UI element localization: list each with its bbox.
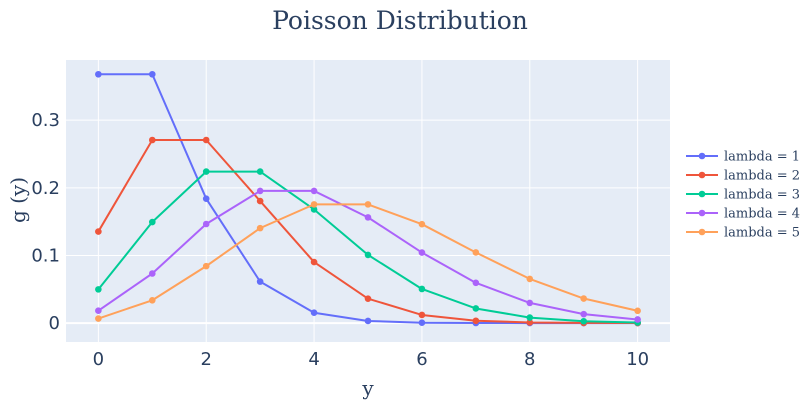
data-point (202, 136, 210, 144)
data-point (472, 279, 480, 287)
y-tick-label: 0.3 (31, 110, 60, 131)
x-tick-label: 6 (416, 349, 427, 370)
legend-label: lambda = 4 (724, 207, 800, 222)
legend[interactable]: lambda = 1 lambda = 2 lambda = 3 lambda = 4… (686, 150, 800, 241)
legend-item-4[interactable]: lambda = 4 (686, 207, 800, 222)
data-point (148, 270, 156, 277)
data-point (580, 317, 588, 325)
data-point (256, 187, 264, 195)
data-point (256, 168, 264, 175)
y-tick-label: 0 (49, 313, 60, 334)
data-point (148, 296, 156, 304)
legend-label: lambda = 3 (724, 188, 800, 203)
data-point (418, 311, 426, 319)
data-point (256, 278, 264, 285)
legend-marker (698, 152, 706, 160)
data-point (472, 249, 480, 256)
legend-label: lambda = 2 (724, 169, 800, 184)
data-point (95, 70, 102, 78)
data-point (526, 275, 534, 283)
legend-item-1[interactable]: lambda = 1 (686, 150, 800, 165)
x-tick-label: 4 (308, 349, 319, 370)
x-axis-ticks: 0 2 4 6 8 10 (93, 349, 649, 370)
data-point (310, 201, 318, 208)
data-point (310, 187, 318, 195)
data-point (148, 136, 156, 144)
data-point (418, 285, 426, 293)
data-point (526, 299, 534, 307)
data-point (256, 224, 264, 232)
legend-marker (698, 228, 706, 236)
series-4 (95, 187, 641, 323)
data-point (256, 197, 264, 205)
data-point (148, 70, 156, 78)
data-point (95, 228, 102, 235)
data-point (364, 201, 372, 208)
data-point (472, 317, 480, 325)
x-tick-label: 8 (524, 349, 535, 370)
legend-item-2[interactable]: lambda = 2 (686, 169, 800, 184)
legend-marker (698, 171, 706, 179)
data-point (202, 168, 210, 175)
series-layer (95, 70, 641, 327)
data-point (148, 218, 156, 226)
x-tick-label: 2 (200, 349, 211, 370)
data-point (580, 295, 588, 302)
data-point (310, 206, 318, 213)
data-point (418, 220, 426, 228)
series-5 (95, 201, 641, 322)
data-point (418, 319, 426, 327)
data-point (310, 309, 318, 317)
data-point (95, 315, 102, 322)
data-point (526, 319, 534, 326)
data-point (95, 286, 102, 293)
x-tick-label: 10 (626, 349, 649, 370)
chart-title: Poisson Distribution (272, 6, 528, 35)
data-point (364, 251, 372, 259)
y-axis-ticks: 0 0.1 0.2 0.3 (31, 110, 60, 334)
data-point (526, 314, 534, 321)
data-point (202, 220, 210, 228)
data-point (364, 317, 372, 325)
data-point (202, 195, 210, 203)
legend-label: lambda = 1 (724, 150, 800, 165)
data-point (95, 307, 102, 314)
legend-label: lambda = 5 (724, 226, 800, 241)
legend-marker (698, 209, 706, 217)
data-point (364, 295, 372, 302)
data-point (580, 310, 588, 318)
data-point (634, 316, 641, 323)
x-axis-title: y (361, 376, 374, 400)
y-tick-label: 0.1 (31, 245, 60, 266)
y-axis-title: g (y) (6, 177, 30, 223)
data-point (418, 249, 426, 256)
y-tick-label: 0.2 (31, 178, 60, 199)
data-point (310, 258, 318, 266)
data-point (202, 262, 210, 270)
x-tick-label: 0 (93, 349, 104, 370)
legend-marker (698, 190, 706, 198)
data-point (364, 214, 372, 221)
data-point (634, 307, 641, 315)
legend-item-3[interactable]: lambda = 3 (686, 188, 800, 203)
legend-item-5[interactable]: lambda = 5 (686, 226, 800, 241)
data-point (472, 305, 480, 312)
